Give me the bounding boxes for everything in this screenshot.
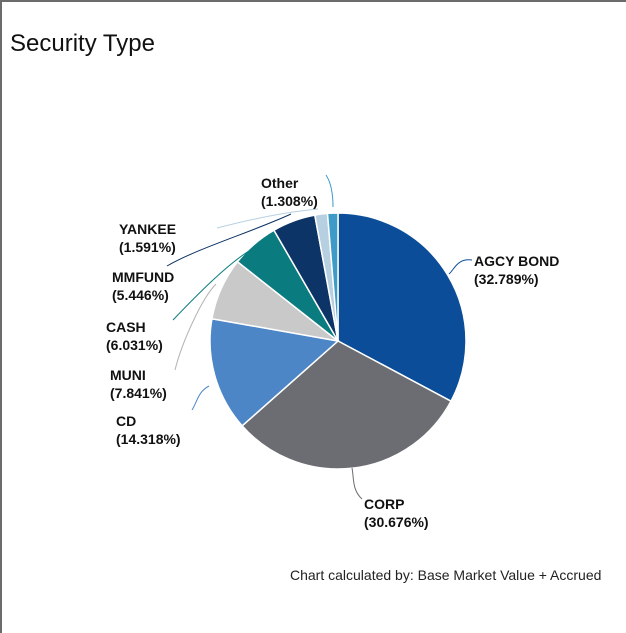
- leader-line: [191, 385, 210, 411]
- slice-label: MUNI (7.841%): [110, 367, 167, 401]
- leader-lines: [166, 174, 473, 500]
- pie-slice-other[interactable]: [326, 212, 339, 342]
- slice-label: AGCY BOND (32.789%): [474, 253, 559, 287]
- leader-line: [216, 208, 319, 229]
- leader-line: [174, 283, 217, 371]
- slice-label: CD (14.318%): [116, 413, 181, 447]
- pie-slices: [209, 212, 467, 470]
- leader-line: [166, 213, 292, 267]
- pie-slice-corp[interactable]: [241, 340, 452, 470]
- chart-title: Security Type: [10, 30, 155, 57]
- leader-line: [172, 248, 253, 321]
- leader-line: [325, 174, 334, 208]
- chart-footnote: Chart calculated by: Base Market Value +…: [290, 567, 602, 583]
- slice-label: CORP (30.676%): [364, 496, 429, 530]
- leader-line: [448, 259, 473, 275]
- pie-slice-cd[interactable]: [209, 317, 340, 427]
- pie-slice-agcy-bond[interactable]: [337, 212, 467, 403]
- slice-label: CASH (6.031%): [106, 319, 163, 353]
- slice-label: Other (1.308%): [261, 175, 318, 209]
- slice-label: MMFUND (5.446%): [112, 269, 174, 303]
- slice-labels: AGCY BOND (32.789%) CORP (30.676%) CD (14.318…: [106, 175, 559, 530]
- leader-line: [351, 467, 363, 500]
- slice-label: YANKEE (1.591%): [119, 221, 176, 255]
